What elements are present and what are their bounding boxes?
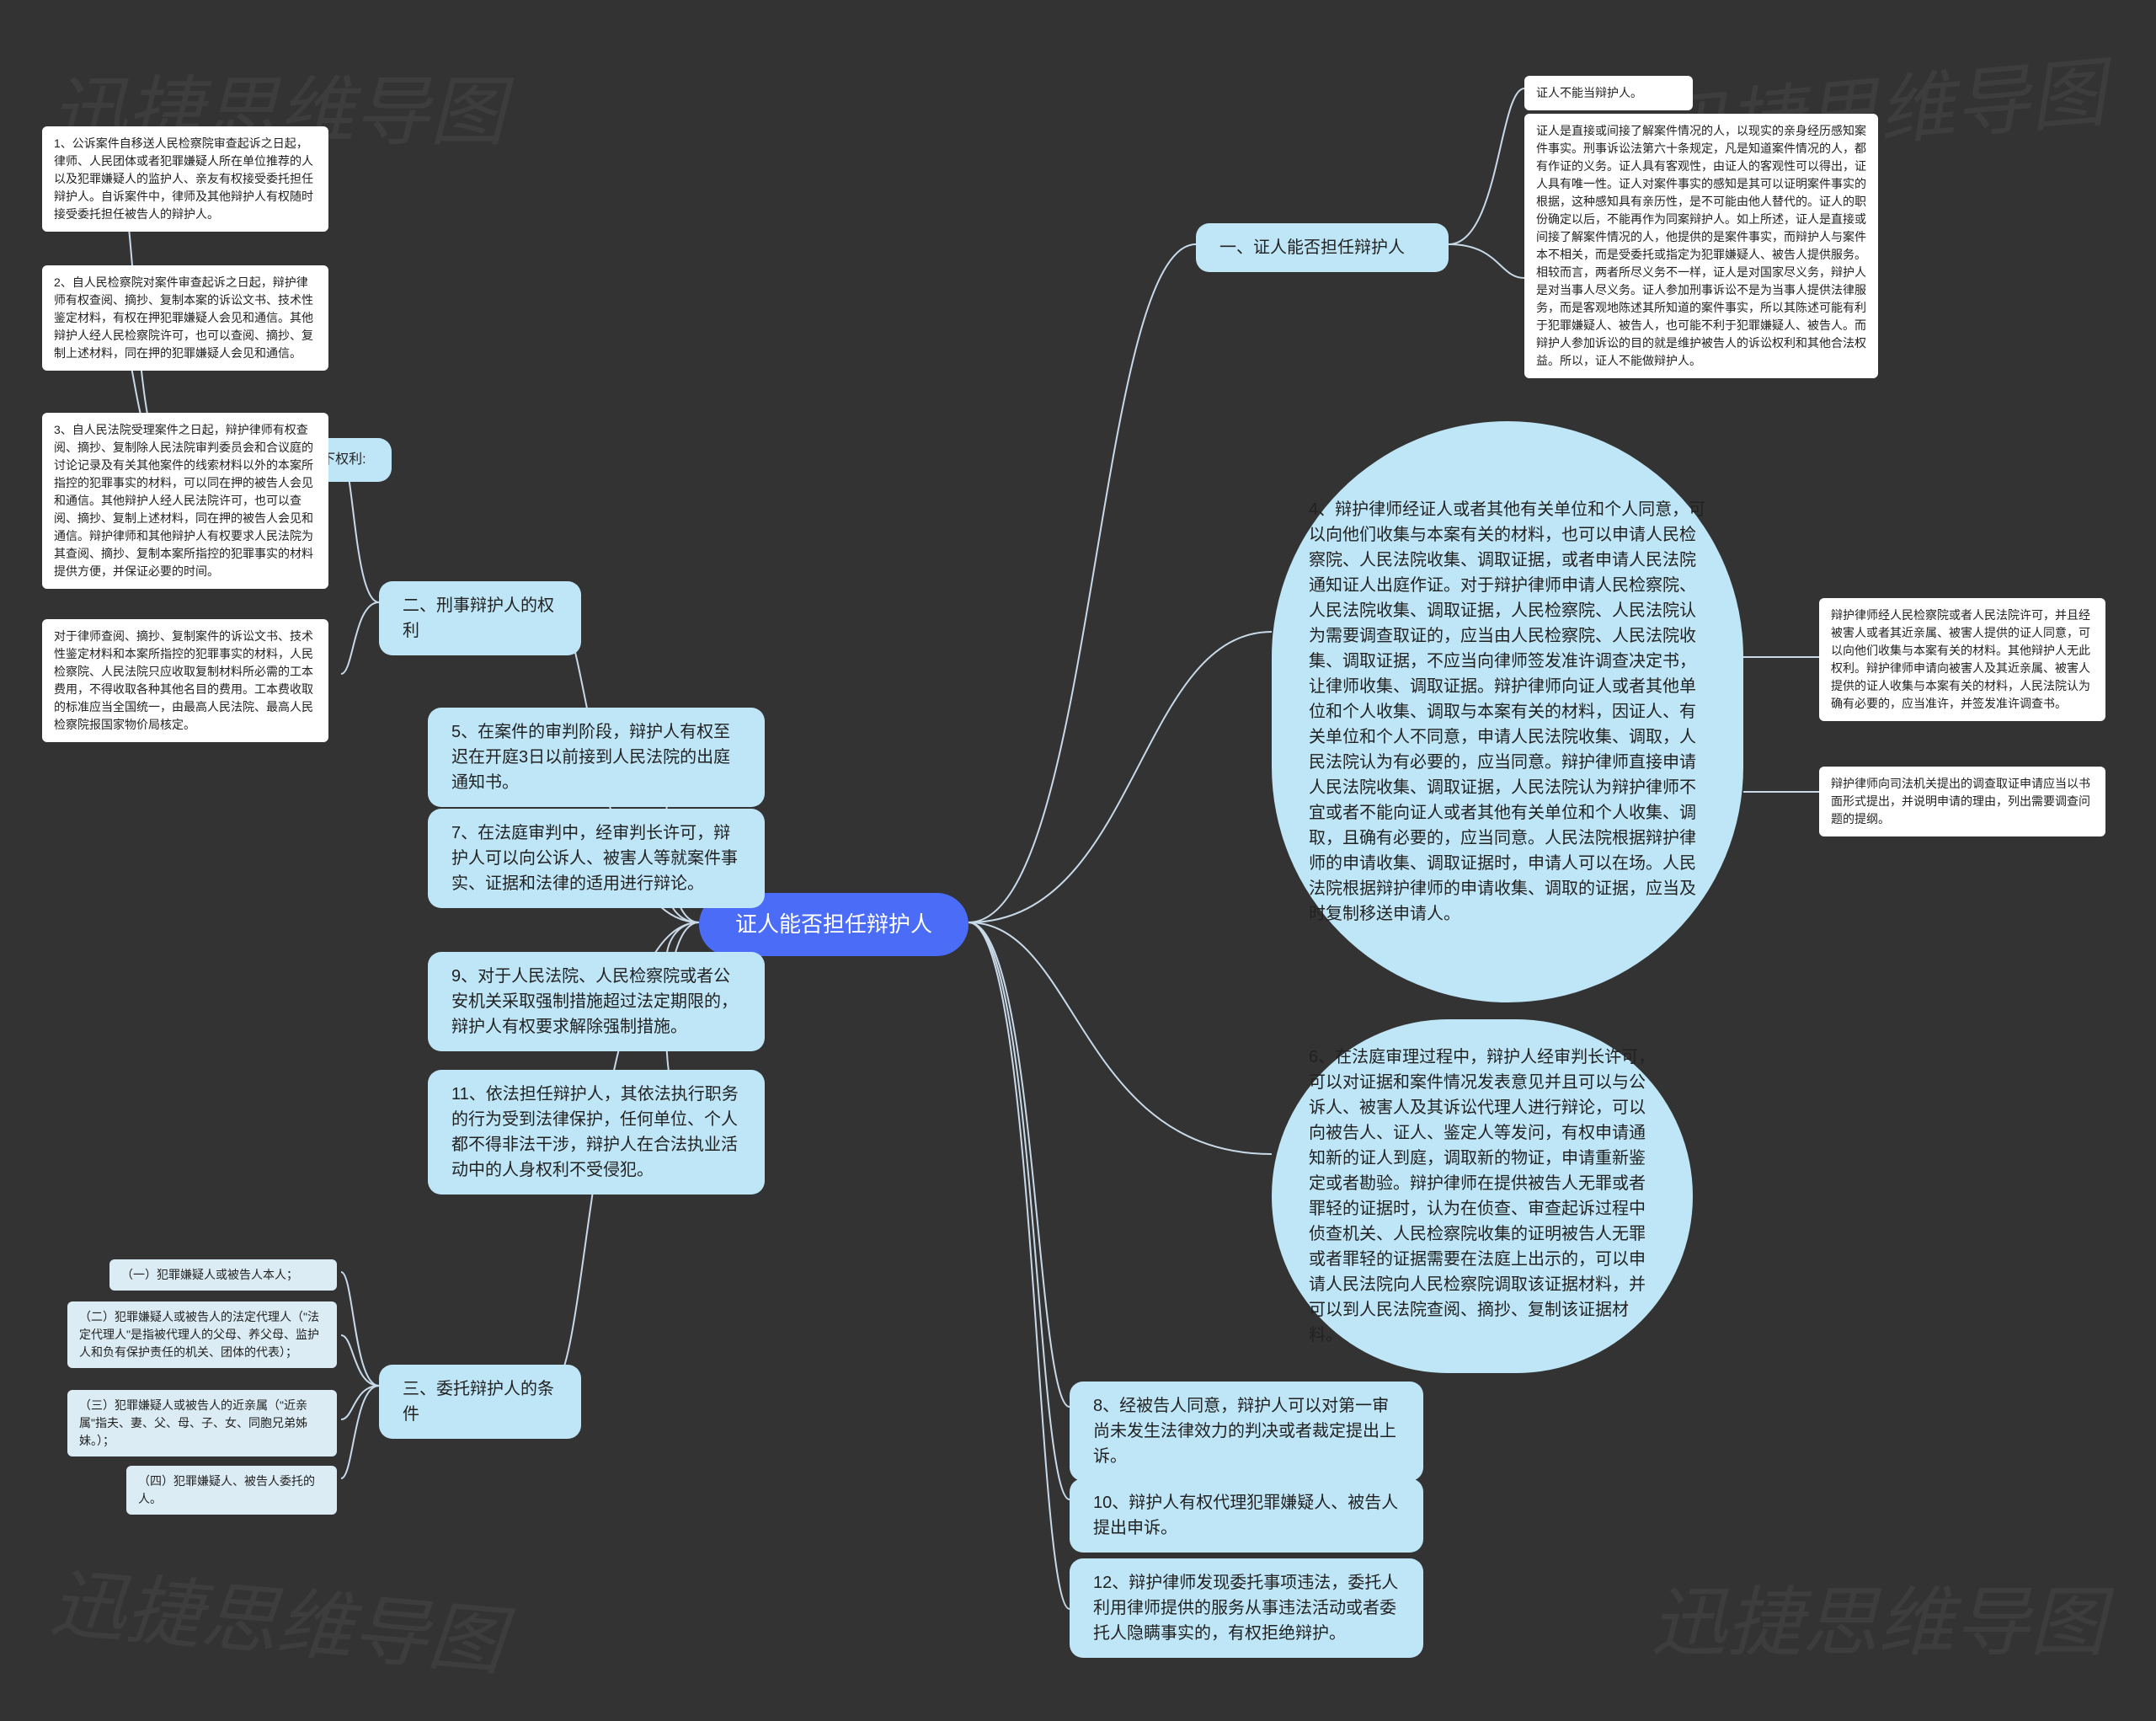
branch-r1[interactable]: 一、证人能否担任辩护人 (1196, 223, 1449, 272)
leaf-l2-3: 3、自人民法院受理案件之日起，辩护律师有权查阅、摘抄、复制除人民法院审判委员会和… (42, 413, 328, 589)
branch-r7[interactable]: 7、在法庭审判中，经审判长许可，辩护人可以向公诉人、被害人等就案件事实、证据和法… (428, 809, 765, 908)
branch-r11[interactable]: 11、依法担任辩护人，其依法执行职务的行为受到法律保护，任何单位、个人都不得非法… (428, 1070, 765, 1195)
leaf-l3-b: （二）犯罪嫌疑人或被告人的法定代理人（"法定代理人"是指被代理人的父母、养父母、… (67, 1301, 337, 1368)
leaf-l2-d: 对于律师查阅、摘抄、复制案件的诉讼文书、技术性鉴定材料和本案所指控的犯罪事实的材… (42, 619, 328, 742)
leaf-l3-c: （三）犯罪嫌疑人或被告人的近亲属（"近亲属"指夫、妻、父、母、子、女、同胞兄弟姊… (67, 1390, 337, 1456)
leaf-l2-2: 2、自人民检察院对案件审查起诉之日起，辩护律师有权查阅、摘抄、复制本案的诉讼文书… (42, 265, 328, 371)
branch-r5[interactable]: 5、在案件的审判阶段，辩护人有权至迟在开庭3日以前接到人民法院的出庭通知书。 (428, 708, 765, 807)
branch-l2[interactable]: 二、刑事辩护人的权利 (379, 581, 581, 655)
branch-l3[interactable]: 三、委托辩护人的条件 (379, 1365, 581, 1439)
leaf-r4b: 辩护律师向司法机关提出的调查取证申请应当以书面形式提出，并说明申请的理由，列出需… (1819, 767, 2105, 836)
branch-r9[interactable]: 9、对于人民法院、人民检察院或者公安机关采取强制措施超过法定期限的，辩护人有权要… (428, 952, 765, 1051)
watermark: 迅捷思维导图 (46, 1542, 509, 1691)
watermark: 迅捷思维导图 (1651, 1561, 2105, 1670)
branch-r12[interactable]: 12、辩护律师发现委托事项违法，委托人利用律师提供的服务从事违法活动或者委托人隐… (1070, 1558, 1423, 1658)
leaf-r4a: 辩护律师经人民检察院或者人民法院许可，并且经被害人或者其近亲属、被害人提供的证人… (1819, 598, 2105, 721)
leaf-l3-d: （四）犯罪嫌疑人、被告人委托的人。 (126, 1466, 337, 1515)
branch-r6[interactable]: 6、在法庭审理过程中，辩护人经审判长许可，可以对证据和案件情况发表意见并且可以与… (1272, 1019, 1693, 1373)
branch-r6-text: 6、在法庭审理过程中，辩护人经审判长许可，可以对证据和案件情况发表意见并且可以与… (1309, 1045, 1656, 1348)
branch-r4[interactable]: 4、辩护律师经证人或者其他有关单位和个人同意，可以向他们收集与本案有关的材料，也… (1272, 421, 1743, 1002)
branch-r10[interactable]: 10、辩护人有权代理犯罪嫌疑人、被告人提出申诉。 (1070, 1478, 1423, 1553)
branch-r8[interactable]: 8、经被告人同意，辩护人可以对第一审尚未发生法律效力的判决或者裁定提出上诉。 (1070, 1382, 1423, 1481)
leaf-r1b: 证人是直接或间接了解案件情况的人，以现实的亲身经历感知案件事实。刑事诉讼法第六十… (1524, 114, 1878, 378)
leaf-l2-1: 1、公诉案件自移送人民检察院审查起诉之日起，律师、人民团体或者犯罪嫌疑人所在单位… (42, 126, 328, 232)
leaf-l3-a: （一）犯罪嫌疑人或被告人本人； (109, 1259, 337, 1291)
leaf-r1a: 证人不能当辩护人。 (1524, 76, 1693, 110)
branch-r4-text: 4、辩护律师经证人或者其他有关单位和个人同意，可以向他们收集与本案有关的材料，也… (1309, 497, 1706, 927)
